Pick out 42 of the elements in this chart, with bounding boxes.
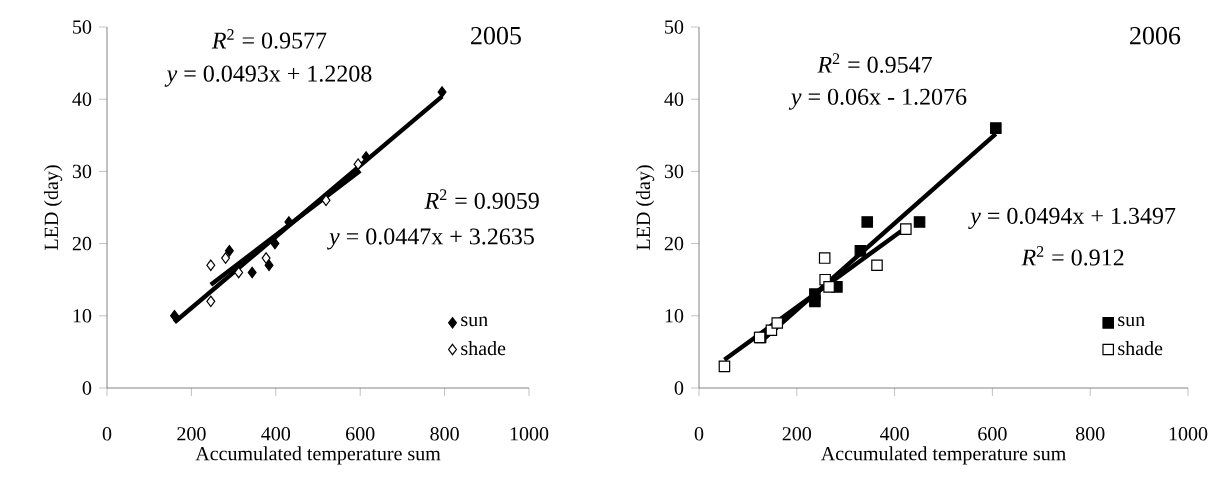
x-axis-title: Accumulated temperature sum <box>195 446 441 465</box>
x-tick-label: 1000 <box>510 427 549 441</box>
x-tick-label: 800 <box>1075 427 1105 441</box>
y-tick-label: 40 <box>72 92 92 106</box>
y-tick-label: 20 <box>664 236 684 251</box>
annotation: R$^{2}$ = 0.912 <box>1021 246 1124 266</box>
y-tick-label: 30 <box>72 164 92 179</box>
x-tick-label: 0 <box>694 427 704 441</box>
x-tick-label: 400 <box>879 427 909 441</box>
annotation: R$^{2}$ = 0.9547 <box>817 53 932 73</box>
y-tick-label: 0 <box>674 381 684 395</box>
legend-label: sun <box>1118 316 1145 327</box>
x-tick-label: 1000 <box>1169 427 1208 441</box>
y-axis-title: LED (day) <box>43 165 63 250</box>
y-axis-title: LED (day) <box>636 165 655 250</box>
x-tick-label: 800 <box>430 427 459 441</box>
annotation: y = 0.0447x + 3.2635 <box>327 228 534 250</box>
legend-label: shade <box>1118 341 1163 356</box>
y-tick-label: 20 <box>72 236 92 251</box>
x-tick-label: 400 <box>261 427 291 441</box>
chart-title: 2005 <box>471 26 521 45</box>
annotation: y = 0.0493x + 1.2208 <box>164 65 372 87</box>
y-tick-label: 0 <box>82 381 92 395</box>
legend-label: sun <box>461 316 488 327</box>
x-tick-label: 600 <box>346 427 375 441</box>
y-tick-label: 10 <box>73 309 92 323</box>
x-tick-label: 200 <box>177 427 206 441</box>
legend-label: shade <box>461 341 506 356</box>
annotation: y = 0.0494x + 1.3497 <box>968 207 1176 229</box>
chart-title: 2006 <box>1130 26 1181 45</box>
annotation: y = 0.06x - 1.2076 <box>788 88 967 110</box>
y-tick-label: 40 <box>664 92 684 106</box>
x-tick-label: 0 <box>102 427 112 441</box>
y-tick-label: 10 <box>665 309 684 323</box>
annotation: R$^{2}$ = 0.9577 <box>211 29 327 49</box>
x-tick-label: 200 <box>782 427 812 441</box>
annotation: R$^{2}$ = 0.9059 <box>424 189 539 210</box>
y-tick-label: 50 <box>665 20 684 34</box>
x-tick-label: 600 <box>978 427 1007 441</box>
y-tick-label: 30 <box>664 164 684 179</box>
x-axis-title: Accumulated temperature sum <box>820 446 1066 465</box>
y-tick-label: 50 <box>73 20 92 34</box>
